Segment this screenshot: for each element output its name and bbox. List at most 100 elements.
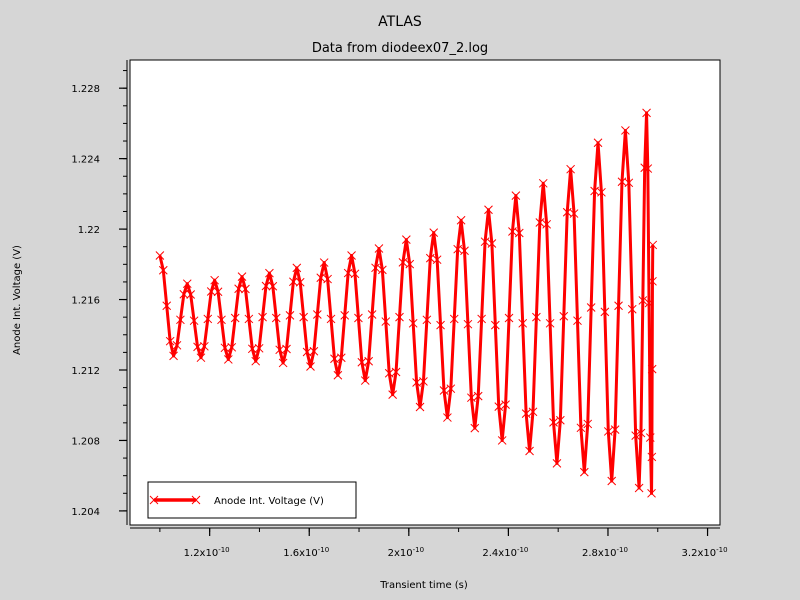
data-point-marker xyxy=(525,446,534,456)
data-point-marker xyxy=(299,312,308,322)
data-point-marker xyxy=(456,215,466,225)
data-point-marker xyxy=(278,358,288,368)
marker-stroke xyxy=(552,458,562,468)
data-point-marker xyxy=(429,228,439,237)
marker-stroke xyxy=(302,347,312,357)
marker-stroke xyxy=(268,281,278,291)
data-point-marker xyxy=(234,284,243,294)
marker-stroke xyxy=(391,367,401,377)
data-point-marker xyxy=(470,423,480,433)
marker-stroke xyxy=(487,239,497,248)
data-point-marker xyxy=(610,425,620,434)
marker-stroke xyxy=(378,265,387,275)
marker-stroke xyxy=(559,311,569,321)
marker-stroke xyxy=(456,215,466,225)
x-tick-label: 2.4x10-10 xyxy=(482,546,528,559)
marker-stroke xyxy=(384,368,394,378)
marker-stroke xyxy=(467,393,476,403)
marker-stroke xyxy=(645,433,655,442)
marker-stroke xyxy=(299,312,308,322)
marker-stroke xyxy=(514,228,524,238)
data-point-marker xyxy=(395,312,404,322)
marker-stroke xyxy=(460,246,469,256)
data-point-marker xyxy=(384,368,394,378)
data-point-marker xyxy=(251,356,261,366)
marker-stroke xyxy=(511,191,521,200)
x-axis-label: Transient time (s) xyxy=(379,580,468,591)
data-point-marker xyxy=(162,301,172,311)
marker-stroke xyxy=(176,315,185,325)
data-point-marker xyxy=(360,376,370,385)
data-point-marker xyxy=(636,428,646,438)
marker-stroke xyxy=(289,277,298,287)
marker-stroke xyxy=(593,138,603,148)
data-point-marker xyxy=(562,207,572,217)
marker-stroke xyxy=(364,356,374,366)
data-point-marker xyxy=(217,315,226,325)
marker-stroke xyxy=(292,263,302,273)
data-point-marker xyxy=(573,316,582,326)
data-point-marker xyxy=(647,452,657,462)
data-point-marker xyxy=(347,251,356,260)
marker-stroke xyxy=(607,476,617,486)
data-point-marker xyxy=(158,265,168,275)
data-point-marker xyxy=(467,393,476,403)
marker-stroke xyxy=(647,364,657,374)
marker-stroke xyxy=(265,268,274,278)
marker-stroke xyxy=(644,298,654,308)
marker-stroke xyxy=(556,415,565,425)
marker-stroke xyxy=(223,355,233,364)
data-point-marker xyxy=(511,191,521,200)
data-point-marker xyxy=(206,287,216,296)
data-point-marker xyxy=(333,370,343,380)
data-point-marker xyxy=(600,307,610,317)
marker-stroke xyxy=(597,187,606,197)
marker-stroke xyxy=(316,273,326,283)
data-point-marker xyxy=(453,244,463,254)
marker-stroke xyxy=(234,284,243,294)
marker-stroke xyxy=(634,483,644,493)
marker-stroke xyxy=(193,342,202,352)
data-point-marker xyxy=(504,313,514,323)
data-point-marker xyxy=(538,178,548,188)
data-point-marker xyxy=(169,351,178,361)
data-point-marker xyxy=(535,218,545,227)
marker-stroke xyxy=(528,407,538,417)
marker-stroke xyxy=(179,289,189,299)
marker-stroke xyxy=(642,108,651,118)
marker-stroke xyxy=(371,263,380,273)
data-point-marker xyxy=(203,314,213,324)
data-point-marker xyxy=(549,417,558,427)
data-point-marker xyxy=(590,186,599,196)
marker-stroke xyxy=(340,311,350,320)
marker-stroke xyxy=(347,251,356,260)
marker-stroke xyxy=(497,436,507,445)
data-point-marker xyxy=(638,296,648,305)
data-point-marker xyxy=(634,483,644,493)
marker-stroke xyxy=(562,207,572,217)
marker-stroke xyxy=(508,227,517,236)
marker-stroke xyxy=(549,417,558,427)
marker-stroke xyxy=(367,310,377,319)
marker-stroke xyxy=(425,253,435,263)
marker-stroke xyxy=(312,310,322,319)
data-point-marker xyxy=(443,413,452,422)
data-point-marker xyxy=(401,235,411,245)
data-point-marker xyxy=(155,251,165,260)
marker-stroke xyxy=(162,301,172,311)
y-axis: 1.204 1.208 1.212 1.216 1.22 1.224 1.228 xyxy=(71,60,128,525)
data-point-marker xyxy=(371,263,380,273)
data-point-marker xyxy=(446,384,456,394)
marker-stroke xyxy=(271,313,281,323)
marker-stroke xyxy=(643,164,653,173)
marker-stroke xyxy=(477,314,486,324)
data-point-marker xyxy=(189,316,199,326)
data-point-marker xyxy=(271,313,281,323)
data-point-marker xyxy=(182,279,192,289)
marker-stroke xyxy=(573,316,582,326)
data-point-marker xyxy=(210,275,219,285)
data-point-marker xyxy=(289,277,298,287)
marker-stroke xyxy=(186,290,196,299)
marker-stroke xyxy=(449,314,459,324)
